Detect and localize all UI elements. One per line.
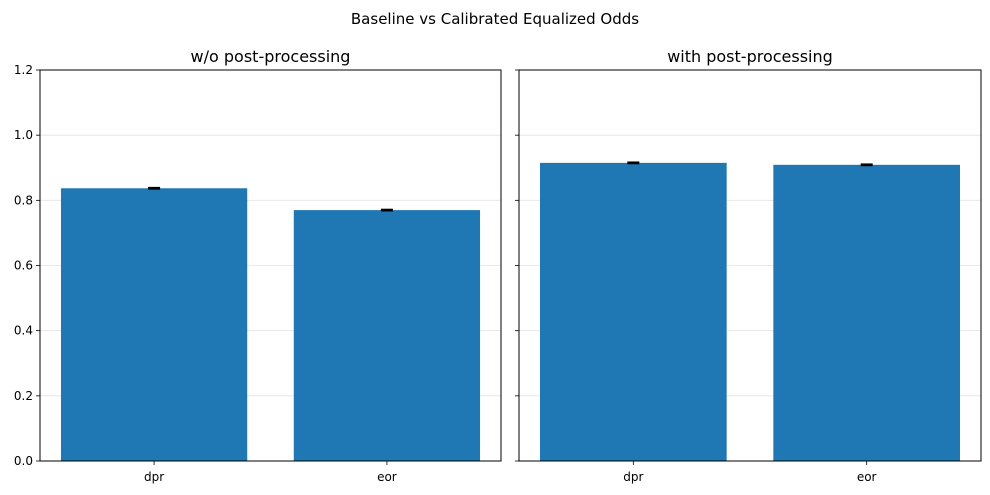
chart-panel-2: dpr eor with post-processing: [515, 47, 982, 484]
figure-title: Baseline vs Calibrated Equalized Odds: [351, 10, 639, 28]
chart-panel-1: dpr eor 0.0 0.2 0.4 0.6 0.8 1.0 1.2 w/o post-proc…: [14, 47, 502, 484]
bar-dpr: [60, 188, 248, 461]
y-tick-label: 0.8: [14, 193, 33, 207]
bar-eor: [293, 210, 481, 461]
x-tick-label-eor: eor: [857, 470, 877, 484]
y-tick-label: 0.6: [14, 259, 33, 273]
error-bar-eor: [860, 163, 873, 167]
y-tick-label: 0.2: [14, 389, 33, 403]
y-tick-label: 1.2: [14, 63, 33, 77]
y-tick-label: 1.0: [14, 128, 33, 142]
chart-title: with post-processing: [667, 47, 833, 66]
chart-title: w/o post-processing: [191, 47, 351, 66]
x-tick-label-eor: eor: [377, 470, 397, 484]
chart-panels: dpr eor 0.0 0.2 0.4 0.6 0.8 1.0 1.2 w/o post-proc…: [14, 47, 982, 484]
error-bar-eor: [380, 208, 393, 212]
y-tick-label: 0.0: [14, 454, 33, 468]
x-tick-label-dpr: dpr: [623, 470, 643, 484]
axes-frame: [518, 69, 982, 462]
axes-frame: [39, 69, 502, 462]
error-bar-dpr: [148, 186, 161, 190]
bar-dpr: [540, 162, 727, 462]
bar-eor: [773, 164, 960, 461]
x-tick-label-dpr: dpr: [144, 470, 164, 484]
error-bar-dpr: [627, 161, 640, 165]
y-tick-label: 0.4: [14, 324, 33, 338]
